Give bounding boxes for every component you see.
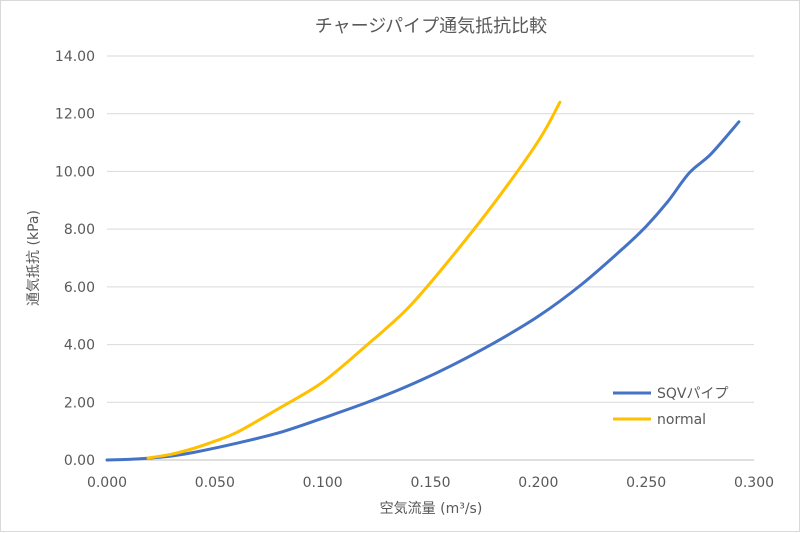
y-tick-label: 14.00 <box>55 49 95 65</box>
y-tick-label: 2.00 <box>64 395 95 411</box>
x-tick-label: 0.100 <box>303 475 343 491</box>
y-axis-title: 通気抵抗 (kPa) <box>26 210 42 306</box>
chart-title: チャージパイプ通気抵抗比較 <box>315 16 547 37</box>
gridlines <box>107 55 754 403</box>
x-axis-title: 空気流量 (m³/s) <box>380 501 483 517</box>
series-lines <box>105 100 741 462</box>
series-line-normal <box>146 100 562 460</box>
x-tick-label: 0.150 <box>410 475 450 491</box>
x-tick-label: 0.200 <box>518 475 558 491</box>
y-tick-label: 10.00 <box>55 164 95 180</box>
x-tick-label: 0.250 <box>626 475 666 491</box>
x-tick-label: 0.000 <box>87 475 127 491</box>
y-tick-label: 12.00 <box>55 107 95 123</box>
legend-label-sqv-pipe: SQVパイプ <box>657 386 728 402</box>
y-tick-label: 4.00 <box>64 338 95 354</box>
y-tick-label: 8.00 <box>64 222 95 238</box>
legend: SQVパイプ normal <box>613 386 728 428</box>
x-tick-label: 0.050 <box>195 475 235 491</box>
y-tick-label: 0.00 <box>64 453 95 469</box>
axes: 0.00 2.00 4.00 6.00 8.00 10.00 12.00 14.00 0.000… <box>55 49 774 491</box>
series-line-sqv-pipe <box>105 120 741 462</box>
legend-label-normal: normal <box>657 412 706 428</box>
x-tick-label: 0.300 <box>734 475 774 491</box>
y-tick-label: 6.00 <box>64 280 95 296</box>
